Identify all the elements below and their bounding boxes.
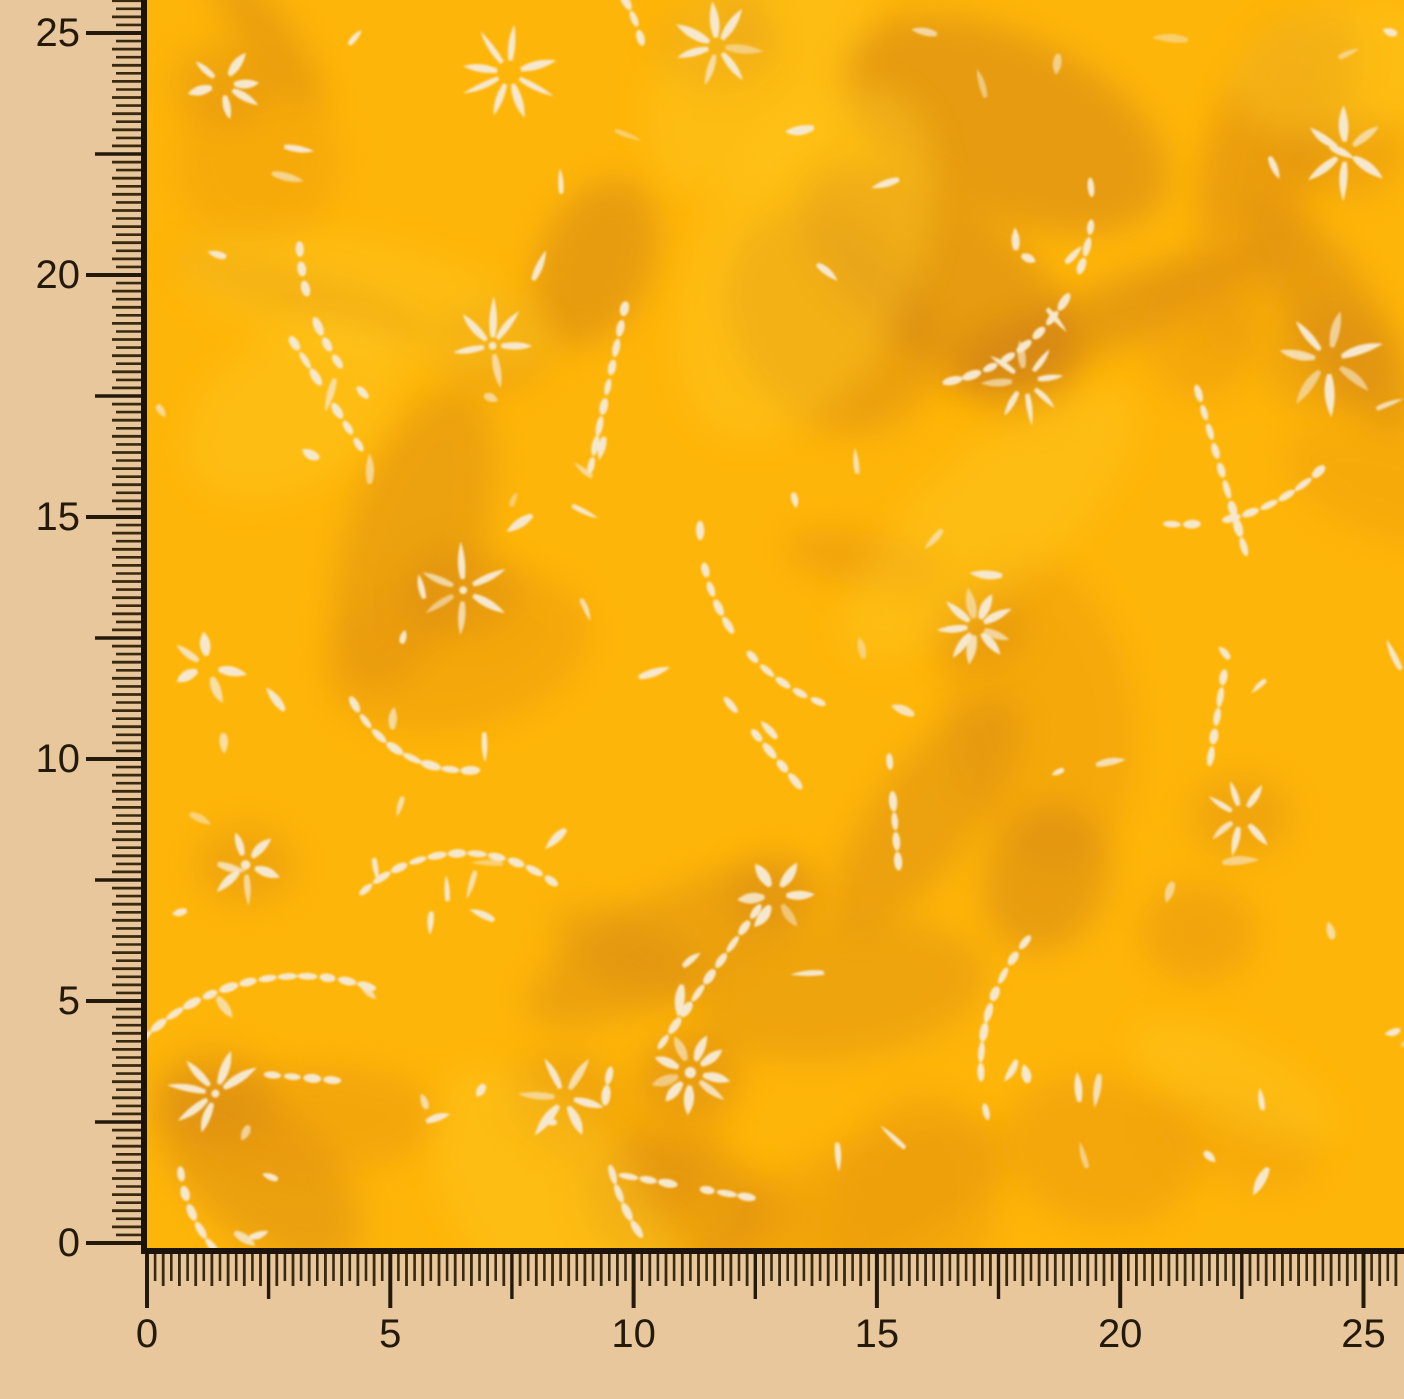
bottom-ruler-label: 0 xyxy=(136,1312,158,1356)
left-ruler: 0 5 10 15 20 25 xyxy=(36,0,141,1265)
left-ruler-labels: 0 5 10 15 20 25 xyxy=(36,11,81,1265)
left-ruler-ticks xyxy=(86,0,141,1245)
bottom-ruler-ticks xyxy=(145,1254,1398,1308)
bottom-ruler-labels: 0 5 10 15 20 25 xyxy=(136,1312,1386,1356)
bottom-ruler-label: 5 xyxy=(379,1312,401,1356)
bottom-ruler: 0 5 10 15 20 25 xyxy=(136,1254,1398,1356)
fabric-bottom-edge-line xyxy=(141,1248,1404,1254)
bottom-ruler-label: 15 xyxy=(855,1312,900,1356)
left-ruler-label: 20 xyxy=(36,253,81,297)
fabric-left-edge-line xyxy=(141,0,147,1254)
bottom-ruler-label: 25 xyxy=(1341,1312,1386,1356)
left-ruler-label: 25 xyxy=(36,11,81,55)
batik-pattern xyxy=(146,0,1404,1248)
left-ruler-label: 5 xyxy=(58,979,80,1023)
bottom-ruler-label: 20 xyxy=(1098,1312,1143,1356)
bottom-ruler-label: 10 xyxy=(611,1312,656,1356)
left-ruler-label: 0 xyxy=(58,1221,80,1265)
dye-blotches xyxy=(153,0,1404,1248)
left-ruler-label: 10 xyxy=(36,737,81,781)
cream-motifs xyxy=(146,0,1404,1248)
left-ruler-label: 15 xyxy=(36,495,81,539)
fabric-image xyxy=(146,0,1404,1248)
